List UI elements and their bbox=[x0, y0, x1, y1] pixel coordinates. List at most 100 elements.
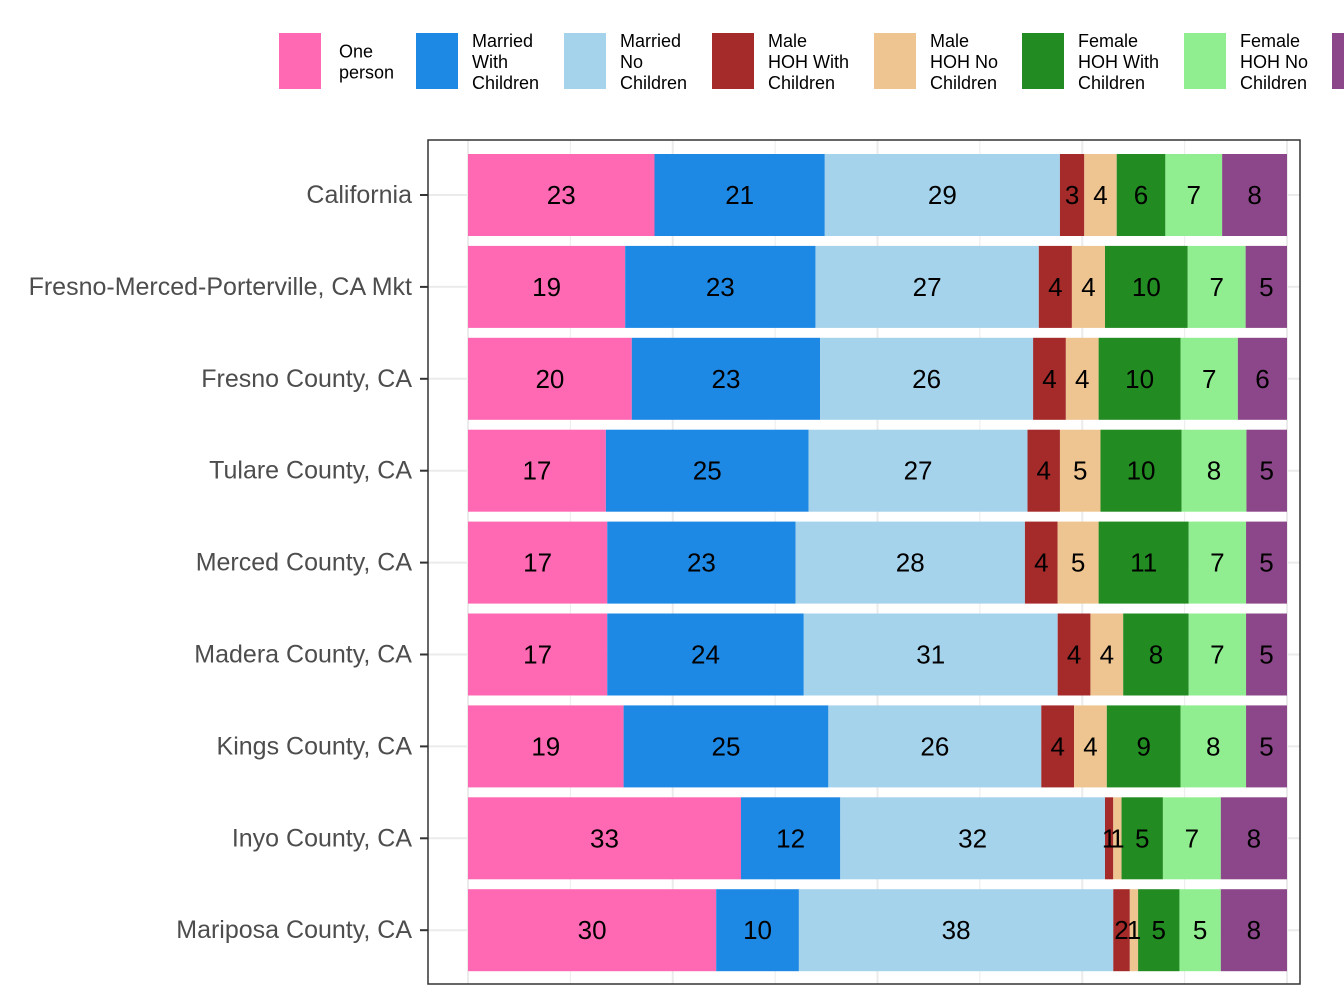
category-label: Fresno-Merced-Porterville, CA Mkt bbox=[29, 273, 412, 301]
value-label: 31 bbox=[916, 640, 945, 670]
bar-segment-one-person bbox=[468, 154, 655, 236]
value-label: 4 bbox=[1093, 180, 1107, 210]
bar-segment-male-hoh-no-children bbox=[1113, 797, 1122, 880]
value-label: 17 bbox=[523, 548, 552, 578]
value-label: 5 bbox=[1193, 915, 1207, 945]
bar-segment-married-no-children bbox=[840, 797, 1105, 880]
value-label: 10 bbox=[1125, 364, 1154, 394]
legend-label: Male bbox=[768, 31, 807, 51]
bar-segment-male-hoh-with-children bbox=[1105, 797, 1114, 880]
value-label: 4 bbox=[1050, 731, 1064, 761]
bar-segment-married-no-children bbox=[798, 889, 1114, 972]
legend-label: Children bbox=[620, 73, 687, 93]
value-label: 23 bbox=[547, 180, 576, 210]
bar-row-fresno-county-ca bbox=[468, 337, 1287, 420]
value-label: 2 bbox=[1114, 915, 1128, 945]
legend-swatch bbox=[416, 33, 458, 89]
value-label: 9 bbox=[1136, 731, 1150, 761]
value-label: 4 bbox=[1100, 640, 1114, 670]
bar-segment-one-person bbox=[468, 705, 624, 788]
bar-segment-male-hoh-with-children bbox=[1027, 429, 1060, 512]
legend-label: Female bbox=[1240, 31, 1300, 51]
bar-segment-married-with-children bbox=[741, 797, 841, 880]
category-label: Tulare County, CA bbox=[209, 457, 412, 485]
legend-label: Children bbox=[930, 73, 997, 93]
bar-segment-one-person bbox=[468, 521, 608, 604]
bar-segment-series-8 bbox=[1246, 613, 1287, 696]
value-label: 28 bbox=[896, 548, 925, 578]
category-label: Merced County, CA bbox=[196, 549, 413, 577]
plot-area: 23 21 29 3 4 6 7 819 23 27 4 4 10 7 520 23 26 4 4 10 7 617 25 2… bbox=[427, 139, 1301, 985]
value-label: 5 bbox=[1259, 640, 1273, 670]
legend-swatch bbox=[1022, 33, 1064, 89]
value-label: 5 bbox=[1135, 823, 1149, 853]
bar-segment-male-hoh-with-children bbox=[1057, 613, 1091, 696]
bar-segment-male-hoh-no-children bbox=[1129, 889, 1139, 972]
legend-label: person bbox=[339, 63, 394, 83]
bar-segment-female-hoh-no-children bbox=[1188, 521, 1247, 604]
bar-segment-male-hoh-no-children bbox=[1057, 521, 1099, 604]
value-label: 33 bbox=[590, 823, 619, 853]
value-label: 5 bbox=[1073, 456, 1087, 486]
bar-segment-married-no-children bbox=[808, 429, 1028, 512]
value-label: 5 bbox=[1259, 731, 1273, 761]
bar-segment-female-hoh-no-children bbox=[1179, 889, 1221, 972]
bar-segment-married-with-children bbox=[625, 245, 816, 328]
value-label: 10 bbox=[1132, 272, 1161, 302]
legend-label: Children bbox=[768, 73, 835, 93]
legend-swatch bbox=[564, 33, 606, 89]
category-label: Fresno County, CA bbox=[201, 365, 412, 393]
bar-segment-series-8 bbox=[1237, 337, 1287, 420]
bar-segment-married-with-children bbox=[631, 337, 821, 420]
bar-segment-female-hoh-with-children bbox=[1121, 797, 1163, 880]
bar-segment-married-with-children bbox=[654, 154, 825, 236]
bar-segment-male-hoh-no-children bbox=[1090, 613, 1124, 696]
value-label: 12 bbox=[776, 823, 805, 853]
bar-row-california bbox=[468, 154, 1287, 236]
bar-segment-married-with-children bbox=[605, 429, 809, 512]
value-label: 23 bbox=[706, 272, 735, 302]
value-label: 6 bbox=[1134, 180, 1148, 210]
value-label: 1 bbox=[1110, 823, 1124, 853]
value-labels: 23 21 29 3 4 6 7 819 23 27 4 4 10 7 520 23 26 4 4 10 7 617 25 2… bbox=[522, 180, 1273, 945]
bar-segment-female-hoh-with-children bbox=[1138, 889, 1180, 972]
bar-segment-female-hoh-with-children bbox=[1098, 521, 1189, 604]
legend-label: Married bbox=[472, 31, 533, 51]
legend-label: HOH No bbox=[930, 52, 998, 72]
value-label: 8 bbox=[1149, 640, 1163, 670]
value-label: 3 bbox=[1065, 180, 1079, 210]
value-label: 25 bbox=[693, 456, 722, 486]
value-label: 19 bbox=[531, 731, 560, 761]
bar-segment-male-hoh-no-children bbox=[1071, 245, 1105, 328]
value-label: 38 bbox=[942, 915, 971, 945]
legend-swatch bbox=[1332, 33, 1344, 89]
value-label: 4 bbox=[1081, 272, 1095, 302]
value-label: 7 bbox=[1202, 364, 1216, 394]
value-label: 10 bbox=[743, 915, 772, 945]
y-axis: California Fresno-Merced-Porterville, CA … bbox=[29, 181, 428, 944]
category-label: California bbox=[306, 181, 412, 209]
value-label: 10 bbox=[1127, 456, 1156, 486]
bar-segment-female-hoh-with-children bbox=[1123, 613, 1189, 696]
value-label: 4 bbox=[1083, 731, 1097, 761]
value-label: 23 bbox=[712, 364, 741, 394]
value-label: 8 bbox=[1247, 915, 1261, 945]
bar-row-inyo-county-ca bbox=[468, 797, 1287, 880]
value-label: 32 bbox=[958, 823, 987, 853]
value-label: 5 bbox=[1071, 548, 1085, 578]
bar-segment-female-hoh-no-children bbox=[1180, 337, 1238, 420]
bar-segment-female-hoh-with-children bbox=[1105, 245, 1188, 328]
bar-segment-married-no-children bbox=[820, 337, 1034, 420]
bar-row-merced-county-ca bbox=[468, 521, 1287, 604]
legend-label: HOH No bbox=[1240, 52, 1308, 72]
value-label: 23 bbox=[687, 548, 716, 578]
bar-segment-male-hoh-with-children bbox=[1041, 705, 1075, 788]
legend-label: Children bbox=[1078, 73, 1145, 93]
bar-segment-series-8 bbox=[1220, 797, 1287, 880]
bar-segment-female-hoh-no-children bbox=[1162, 797, 1221, 880]
value-label: 27 bbox=[913, 272, 942, 302]
